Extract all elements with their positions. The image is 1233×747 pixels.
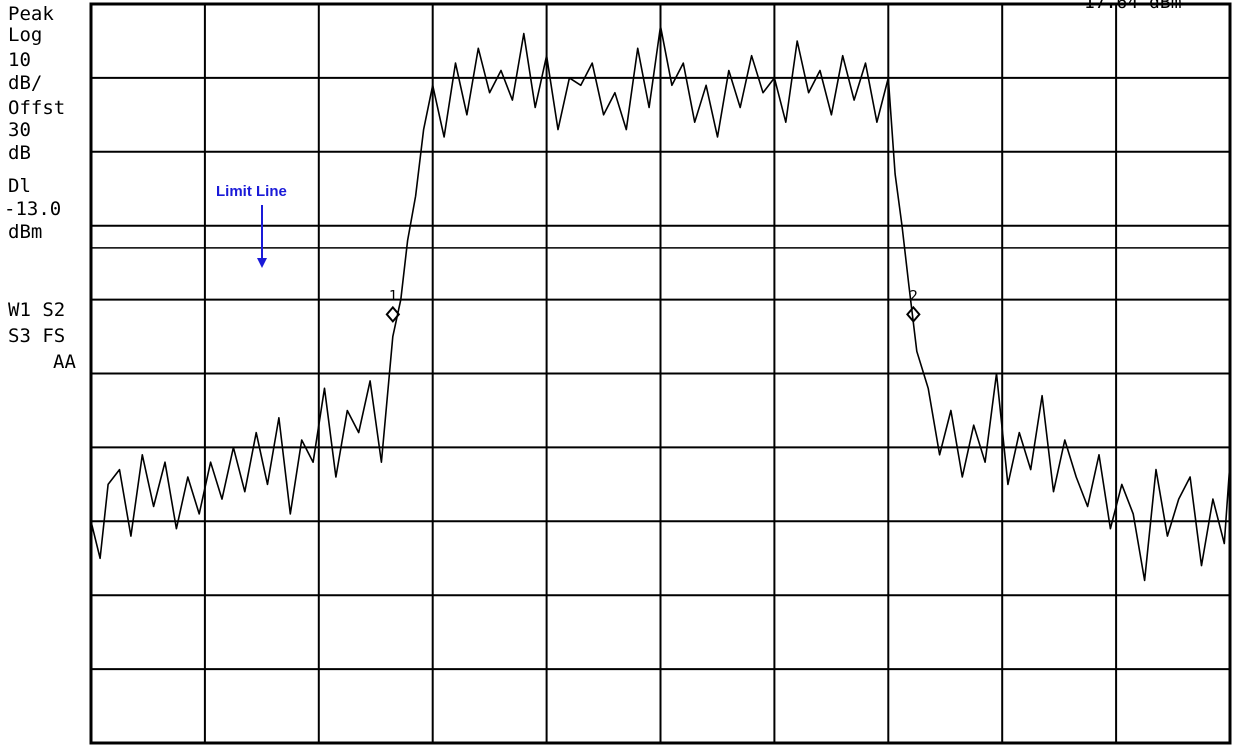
trace-series (90, 25, 1231, 582)
arrow-down-icon (257, 258, 267, 268)
marker-1: 1 (385, 288, 401, 323)
display-line-unit: dBm (8, 221, 43, 243)
trace-status-line-3: AA (53, 351, 76, 373)
marker-diamond-icon (385, 305, 401, 323)
marker-number-label: 2 (909, 288, 917, 304)
trace-line (90, 25, 1231, 582)
scale-unit-label: dB/ (8, 72, 43, 94)
trace-status-line-1: W1 S2 (8, 299, 66, 321)
offset-unit-label: dB (8, 142, 31, 164)
limit-line-annotation (257, 205, 267, 268)
limit-line-annotation-text: Limit Line (216, 183, 287, 200)
detector-label: Peak (8, 3, 54, 25)
header-reference-readout: 17.64 dBm (1084, 0, 1182, 13)
trace-status-line-2: S3 FS (8, 325, 66, 347)
marker-diamond-icon (906, 305, 921, 323)
scale-type-label: Log (8, 24, 43, 46)
marker-2: 2 (906, 288, 921, 323)
offset-label: Offst (8, 97, 66, 119)
display-line-label: Dl (8, 175, 31, 197)
offset-value-label: 30 (8, 119, 31, 141)
plot-grid (91, 4, 1230, 743)
marker-number-label: 1 (389, 288, 397, 304)
display-line-value: -13.0 (4, 198, 62, 220)
scale-value-label: 10 (8, 49, 31, 71)
